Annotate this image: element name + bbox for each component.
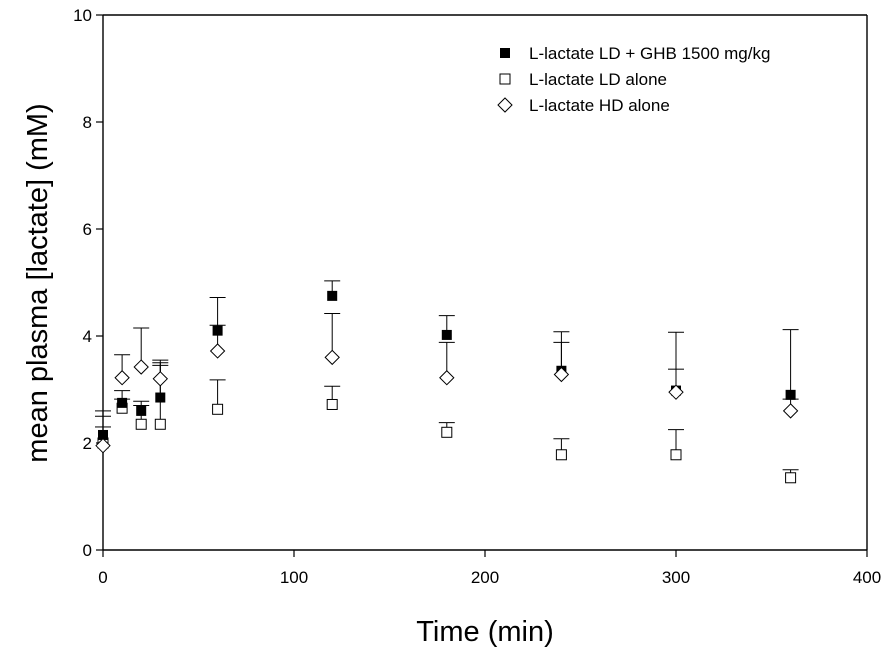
y-tick-label: 10	[73, 6, 92, 25]
data-point-series-1	[785, 389, 796, 400]
data-point-series-2	[326, 398, 338, 410]
data-point-series-3	[133, 359, 149, 375]
legend-marker	[497, 97, 513, 113]
data-point-series-3	[553, 366, 570, 383]
legend-marker	[499, 73, 511, 85]
data-point-series-3	[114, 370, 130, 386]
data-point-series-2	[135, 418, 147, 430]
ticks: 0 100 200 300 400 0 2 4 6 8 10	[73, 6, 881, 587]
data-point-series-2	[154, 418, 166, 430]
x-tick-label: 400	[853, 568, 881, 587]
data-point-series-3	[209, 343, 226, 359]
data-point-series-3	[324, 349, 340, 366]
data-point-series-2	[212, 403, 224, 415]
legend: L-lactate LD + GHB 1500 mg/kg L-lactate L…	[497, 44, 770, 115]
data-point-series-3	[439, 370, 455, 386]
y-tick-label: 6	[83, 220, 92, 239]
legend-label: L-lactate HD alone	[529, 96, 670, 115]
y-tick-label: 8	[83, 113, 92, 132]
data-points	[95, 290, 799, 484]
data-point-series-1	[212, 325, 223, 336]
data-point-series-2	[441, 426, 453, 438]
data-point-series-2	[670, 449, 682, 461]
data-point-series-1	[117, 397, 128, 408]
y-axis-title: mean plasma [lactate] (mM)	[22, 103, 54, 462]
legend-label: L-lactate LD alone	[529, 70, 667, 89]
x-tick-label: 100	[280, 568, 308, 587]
data-point-series-3	[668, 384, 684, 400]
data-point-series-3	[782, 403, 799, 419]
legend-label: L-lactate LD + GHB 1500 mg/kg	[529, 44, 770, 63]
data-point-series-1	[155, 392, 166, 403]
data-point-series-2	[785, 472, 797, 484]
data-point-series-3	[95, 437, 111, 454]
data-point-series-3	[152, 371, 169, 387]
data-point-series-1	[327, 290, 338, 301]
axes	[102, 14, 868, 551]
data-point-series-1	[136, 405, 147, 416]
legend-marker	[500, 48, 510, 58]
x-tick-label: 200	[471, 568, 499, 587]
x-axis-title: Time (min)	[416, 616, 553, 648]
y-tick-label: 0	[83, 541, 92, 560]
y-tick-label: 4	[83, 327, 92, 346]
data-point-series-1	[441, 329, 452, 340]
x-tick-label: 0	[98, 568, 107, 587]
y-tick-label: 2	[83, 434, 92, 453]
data-point-series-2	[555, 449, 567, 461]
x-tick-label: 300	[662, 568, 690, 587]
